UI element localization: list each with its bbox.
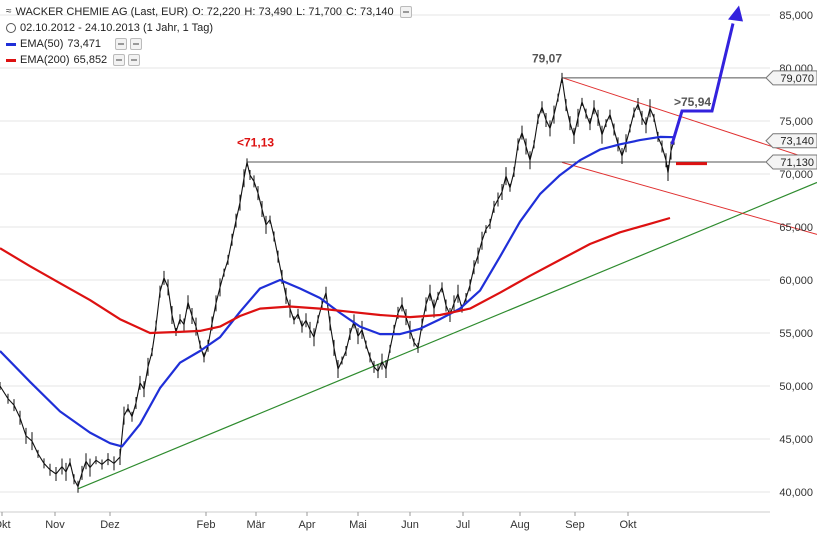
series: [0, 72, 675, 493]
y-tick-label: 70,000: [779, 169, 813, 181]
projection-arrow-line: [670, 23, 735, 145]
x-tick-label: Apr: [298, 519, 315, 531]
legend-high: H: 73,490: [244, 6, 293, 18]
x-tick-label: Feb: [197, 519, 216, 531]
price-tag-box: [765, 70, 817, 86]
projection-arrow-head: [728, 5, 743, 22]
price-tag-label: 71,130: [780, 157, 814, 169]
chart-legend: ≈ WACKER CHEMIE AG (Last, EUR) O: 72,220…: [6, 4, 412, 68]
annotations: 79,070 73,140 71,130 79,07 <71,13 >75,94: [237, 5, 817, 170]
y-tick-label: 50,000: [779, 381, 813, 393]
x-tick-label: Sep: [565, 519, 585, 531]
ema50-settings-button[interactable]: [115, 38, 128, 50]
y-tick-label: 55,000: [779, 328, 813, 340]
x-tick-label: Dez: [100, 519, 120, 531]
legend-ema50-row: EMA(50) 73,471: [6, 36, 412, 52]
chart-type-icon[interactable]: ≈: [6, 6, 12, 17]
price-tag: 71,130: [765, 154, 817, 170]
legend-period: 02.10.2012 - 24.10.2013 (1 Jahr, 1 Tag): [20, 22, 214, 34]
price-tag: 79,070: [765, 70, 817, 86]
legend-instrument: WACKER CHEMIE AG (Last, EUR): [15, 6, 189, 18]
y-tick-label: 85,000: [779, 10, 813, 22]
price-line: [0, 77, 675, 489]
annotation-label: >75,94: [674, 95, 711, 109]
annotation-label: 79,07: [532, 52, 562, 66]
ema200-value: 65,852: [73, 54, 108, 66]
y-tick-label: 40,000: [779, 487, 813, 499]
ema50-label: EMA(50): [20, 38, 64, 50]
overlay-lines: [77, 77, 817, 490]
legend-open: O: 72,220: [192, 6, 241, 18]
price-tag-label: 73,140: [780, 136, 814, 148]
ema200-label: EMA(200): [20, 54, 70, 66]
x-tick-label: Mai: [349, 519, 367, 531]
price-tag: 73,140: [765, 133, 817, 149]
legend-close: C: 73,140: [345, 6, 394, 18]
support-trendline: [77, 181, 817, 490]
y-tick-label: 45,000: [779, 434, 813, 446]
settings-circle-icon[interactable]: [6, 23, 16, 33]
grid: [0, 14, 770, 493]
price-tag-box: [765, 154, 817, 170]
y-tick-label: 65,000: [779, 222, 813, 234]
annotation-label: <71,13: [237, 135, 274, 149]
ema50-line: [0, 135, 675, 448]
legend-period-row: 02.10.2012 - 24.10.2013 (1 Jahr, 1 Tag): [6, 20, 412, 36]
x-tick-label: Okt: [0, 519, 11, 531]
ema50-remove-button[interactable]: [130, 38, 143, 50]
x-tick-label: Okt: [619, 519, 636, 531]
x-tick-label: Mär: [247, 519, 266, 531]
channel-lower-line: [561, 161, 817, 235]
y-tick-label: 60,000: [779, 275, 813, 287]
legend-remove-button[interactable]: [399, 6, 412, 18]
price-tag-box: [765, 133, 817, 149]
x-tick-label: Aug: [510, 519, 530, 531]
ema200-remove-button[interactable]: [128, 54, 141, 66]
price-tag-label: 79,070: [780, 73, 814, 85]
y-tick-label: 75,000: [779, 116, 813, 128]
x-tick-label: Jun: [401, 519, 419, 531]
x-tick-label: Jul: [456, 519, 470, 531]
legend-low: L: 71,700: [296, 6, 342, 18]
x-tick-label: Nov: [45, 519, 65, 531]
legend-ema200-row: EMA(200) 65,852: [6, 52, 412, 68]
ema200-swatch: [6, 58, 16, 62]
axes: 85,00080,00075,00070,00065,00060,00055,0…: [0, 10, 813, 531]
ema50-value: 73,471: [67, 38, 102, 50]
ema200-line: [0, 216, 671, 335]
ema50-swatch: [6, 42, 16, 46]
ema200-settings-button[interactable]: [113, 54, 126, 66]
legend-title-row: ≈ WACKER CHEMIE AG (Last, EUR) O: 72,220…: [6, 4, 412, 20]
